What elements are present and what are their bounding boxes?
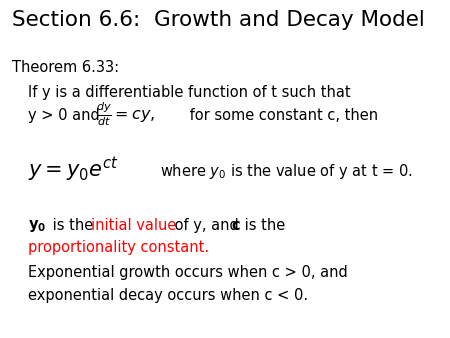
Text: of y, and: of y, and (170, 218, 243, 233)
Text: where $y_0$ is the value of y at t = 0.: where $y_0$ is the value of y at t = 0. (160, 162, 413, 181)
Text: c: c (231, 218, 239, 233)
Text: is the: is the (240, 218, 285, 233)
Text: exponential decay occurs when c < 0.: exponential decay occurs when c < 0. (28, 288, 308, 303)
Text: $\mathbf{y_0}$: $\mathbf{y_0}$ (28, 218, 46, 234)
Text: Theorem 6.33:: Theorem 6.33: (12, 60, 119, 75)
Text: proportionality constant.: proportionality constant. (28, 240, 209, 255)
Text: Exponential growth occurs when c > 0, and: Exponential growth occurs when c > 0, an… (28, 265, 348, 280)
Text: $y = y_0 e^{ct}$: $y = y_0 e^{ct}$ (28, 155, 119, 184)
Text: y > 0 and: y > 0 and (28, 108, 104, 123)
Text: If y is a differentiable function of t such that: If y is a differentiable function of t s… (28, 85, 351, 100)
Text: initial value: initial value (91, 218, 176, 233)
Text: $\frac{dy}{dt} = cy$,: $\frac{dy}{dt} = cy$, (96, 100, 155, 128)
Text: for some constant c, then: for some constant c, then (185, 108, 378, 123)
Text: Section 6.6:  Growth and Decay Model: Section 6.6: Growth and Decay Model (12, 10, 425, 30)
Text: is the: is the (48, 218, 98, 233)
